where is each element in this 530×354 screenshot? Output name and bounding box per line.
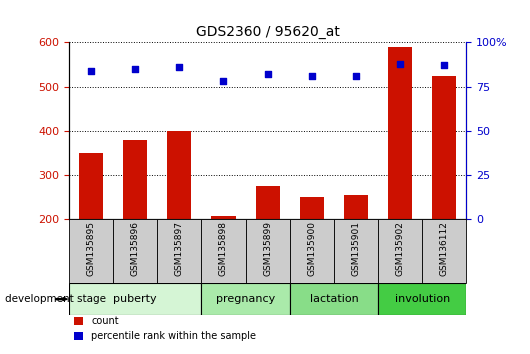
Bar [344,195,368,219]
Bar [378,219,422,283]
Bar [79,153,103,219]
Bar [245,219,290,283]
Text: GSM135899: GSM135899 [263,221,272,276]
Bar [69,283,201,315]
Bar [388,47,412,219]
Bar [378,283,466,315]
Bar [157,219,201,283]
Point [307,73,316,79]
Point [175,64,183,70]
Text: GSM135901: GSM135901 [351,221,360,276]
Point [263,72,272,77]
Point [219,79,228,84]
Point [87,68,95,74]
Text: pregnancy: pregnancy [216,294,275,304]
Bar [299,198,324,219]
Text: GSM135902: GSM135902 [396,221,404,276]
Text: lactation: lactation [310,294,358,304]
Point [440,63,448,68]
Bar [290,219,334,283]
Bar [422,219,466,283]
Bar [113,219,157,283]
Bar [290,283,378,315]
Text: GSM136112: GSM136112 [440,221,449,276]
Bar [432,76,456,219]
Title: GDS2360 / 95620_at: GDS2360 / 95620_at [196,25,340,39]
Point [396,61,404,67]
Bar [167,131,191,219]
Bar [201,283,290,315]
Text: puberty: puberty [113,294,157,304]
Bar [255,186,280,219]
Bar [123,140,147,219]
Text: GSM135900: GSM135900 [307,221,316,276]
Text: involution: involution [395,294,450,304]
Text: GSM135897: GSM135897 [175,221,184,276]
Point [352,73,360,79]
Point [131,66,139,72]
Legend: count, percentile rank within the sample: count, percentile rank within the sample [74,316,257,341]
Text: development stage: development stage [5,294,107,304]
Text: GSM135896: GSM135896 [131,221,139,276]
Bar [201,219,245,283]
Text: GSM135895: GSM135895 [86,221,95,276]
Text: GSM135898: GSM135898 [219,221,228,276]
Bar [211,216,236,219]
Bar [69,219,113,283]
Bar [334,219,378,283]
